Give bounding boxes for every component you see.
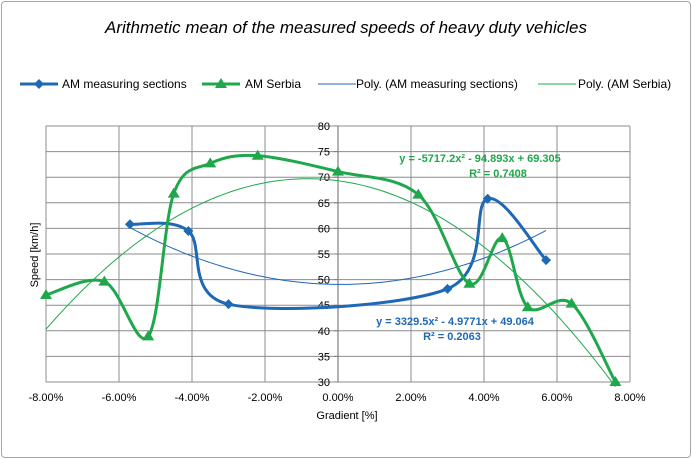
trendline — [45, 178, 616, 388]
data-point-diamond — [223, 299, 234, 310]
data-point-diamond — [124, 219, 135, 230]
y-tick-label: 40 — [318, 326, 330, 338]
y-tick-label: 80 — [318, 121, 330, 133]
y-tick-label: 50 — [318, 275, 330, 287]
data-point-diamond — [442, 283, 453, 294]
annotation-serbia-equation: y = -5717.2x² - 94.893x + 69.305 — [399, 153, 560, 165]
data-point-diamond — [183, 225, 194, 236]
data-point-triangle — [40, 288, 52, 299]
x-tick-label: 8.00% — [614, 392, 645, 404]
x-axis-label: Gradient [%] — [316, 410, 377, 422]
data-point-diamond — [541, 255, 552, 266]
legend: AM measuring sections AM Serbia Poly. (A… — [20, 77, 671, 91]
x-tick-label: -6.00% — [102, 392, 137, 404]
data-point-triangle — [251, 149, 264, 160]
legend-label-poly-measuring: Poly. (AM measuring sections) — [356, 77, 518, 91]
data-point-triangle — [412, 188, 425, 199]
annotation-measuring-r2: R² = 0.2063 — [423, 331, 481, 343]
annotation-serbia-r2: R² = 0.7408 — [469, 168, 527, 180]
y-tick-label: 55 — [318, 249, 330, 261]
x-tick-label: -2.00% — [248, 392, 283, 404]
annotation-measuring-equation: y = 3329.5x² - 4.9771x + 49.064 — [376, 316, 535, 328]
y-tick-label: 35 — [318, 351, 330, 363]
legend-label-poly-serbia: Poly. (AM Serbia) — [578, 77, 671, 91]
y-tick-label: 60 — [318, 223, 330, 235]
data-point-triangle — [142, 330, 155, 341]
data-point-triangle — [332, 165, 344, 176]
trendline — [129, 227, 547, 285]
legend-label-am-measuring: AM measuring sections — [62, 77, 187, 91]
y-tick-label: 65 — [318, 198, 330, 210]
y-tick-label: 30 — [318, 377, 330, 389]
series-line — [45, 153, 617, 383]
x-tick-label: -8.00% — [29, 392, 64, 404]
data-point-triangle — [98, 275, 111, 286]
y-tick-label: 70 — [318, 172, 330, 184]
data-point-triangle — [204, 157, 217, 168]
series — [45, 153, 617, 383]
trendlines — [45, 178, 616, 388]
x-tick-label: 2.00% — [395, 392, 426, 404]
legend-marker-diamond — [34, 79, 44, 89]
y-axis-label: Speed [km/h] — [29, 223, 41, 288]
markers — [40, 149, 622, 386]
x-tick-label: 0.00% — [322, 392, 353, 404]
legend-label-am-serbia: AM Serbia — [245, 77, 301, 91]
x-tick-label: -4.00% — [175, 392, 210, 404]
x-tick-label: 6.00% — [541, 392, 572, 404]
data-point-triangle — [565, 297, 578, 308]
data-point-triangle — [167, 187, 180, 198]
y-tick-label: 75 — [318, 147, 330, 159]
data-point-triangle — [609, 376, 622, 386]
data-point-triangle — [496, 232, 509, 243]
legend-marker-triangle — [215, 78, 227, 88]
data-point-triangle — [463, 277, 476, 288]
data-point-triangle — [521, 301, 534, 312]
x-tick-label: 4.00% — [468, 392, 499, 404]
chart-title: Arithmetic mean of the measured speeds o… — [104, 18, 587, 37]
data-point-diamond — [482, 193, 493, 204]
